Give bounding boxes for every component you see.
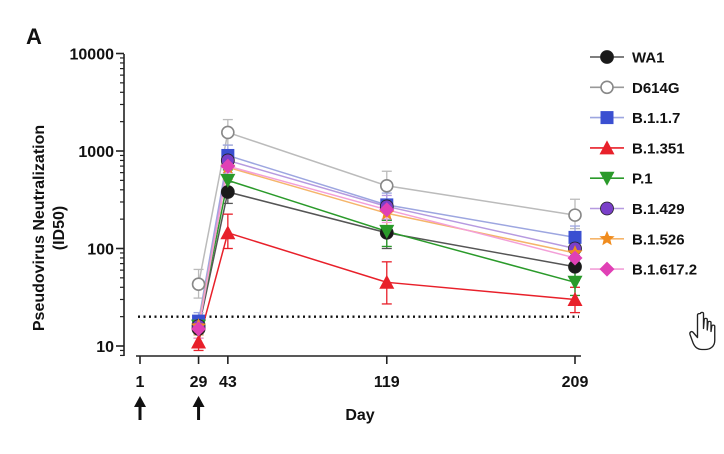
panel-letter: A — [26, 24, 42, 49]
x-tick-label: 43 — [219, 374, 237, 391]
series-markers-d614g — [191, 125, 582, 292]
legend-label: B.1.1.7 — [632, 110, 680, 127]
data-point — [379, 202, 395, 218]
legend-label: P.1 — [632, 171, 653, 188]
legend-item-b-1-617-2: B.1.617.2 — [590, 261, 697, 279]
arrow-head — [192, 396, 205, 407]
series-line — [197, 154, 576, 322]
dose-arrows — [134, 396, 205, 420]
data-point — [379, 178, 394, 193]
dose-arrow-icon — [134, 396, 146, 420]
y-axis-title-line2: (ID50) — [51, 206, 68, 250]
data-point — [191, 334, 207, 349]
legend-label: B.1.526 — [632, 231, 685, 248]
series-markers-b-1-617-2 — [191, 158, 583, 337]
legend-label: B.1.351 — [632, 140, 685, 157]
y-tick-label: 10 — [96, 339, 114, 356]
legend-label: D614G — [632, 80, 680, 97]
legend-item-d614g: D614G — [590, 80, 680, 97]
data-point — [567, 291, 583, 306]
data-point — [191, 277, 206, 292]
x-tick-label: 1 — [136, 374, 145, 391]
data-point — [220, 158, 236, 174]
data-point — [567, 275, 583, 290]
legend-marker — [600, 50, 614, 64]
series-line — [197, 179, 576, 327]
legend-marker — [599, 171, 615, 186]
legend-item-b-1-429: B.1.429 — [590, 201, 685, 218]
series-line — [197, 191, 576, 329]
y-tick-label: 1000 — [78, 144, 114, 161]
data-point — [220, 225, 236, 240]
data-point — [379, 274, 395, 289]
series-line — [197, 231, 576, 343]
legend-item-wa1: WA1 — [590, 50, 665, 67]
x-tick-label: 209 — [562, 374, 589, 391]
series-line — [197, 165, 576, 329]
x-axis-title: Day — [345, 407, 374, 424]
y-tick-label: 100 — [87, 242, 114, 259]
legend-item-p-1: P.1 — [590, 171, 653, 188]
data-point — [221, 125, 235, 140]
dose-arrow-icon — [192, 396, 205, 420]
legend-marker — [600, 201, 614, 216]
data-point — [568, 208, 582, 222]
legend-item-b-1-526: B.1.526 — [590, 230, 685, 248]
legend-marker — [599, 261, 615, 277]
y-tick-label: 10000 — [70, 47, 115, 64]
legend-label: B.1.617.2 — [632, 262, 697, 279]
legend-marker — [599, 230, 615, 246]
series-line — [197, 131, 576, 285]
x-tick-label: 119 — [374, 374, 400, 391]
arrow-head — [134, 396, 146, 407]
legend-item-b-1-1-7: B.1.1.7 — [590, 110, 680, 127]
legend-marker — [600, 80, 614, 95]
legend-marker — [600, 111, 614, 125]
data-point — [191, 321, 207, 337]
legend-item-b-1-351: B.1.351 — [590, 140, 685, 157]
x-tick-label: 29 — [190, 374, 208, 391]
series-group — [190, 118, 583, 352]
hand-cursor-icon — [689, 311, 716, 351]
data-point — [568, 230, 582, 244]
legend-label: WA1 — [632, 50, 665, 67]
axes: 10 100 1000 10000 1 29 43 119 209 — [70, 47, 589, 392]
series-markers-b-1-351 — [191, 225, 583, 349]
data-point — [220, 173, 236, 188]
data-point — [379, 224, 395, 239]
y-axis-title-line1: Pseudovirus Neutralization — [31, 125, 48, 331]
legend-label: B.1.429 — [632, 201, 685, 218]
data-point — [567, 250, 583, 266]
legend-marker — [599, 140, 615, 155]
legend: WA1 D614G B.1.1.7 B.1.351 P.1 B.1.429 B.1.526 B… — [590, 50, 697, 279]
